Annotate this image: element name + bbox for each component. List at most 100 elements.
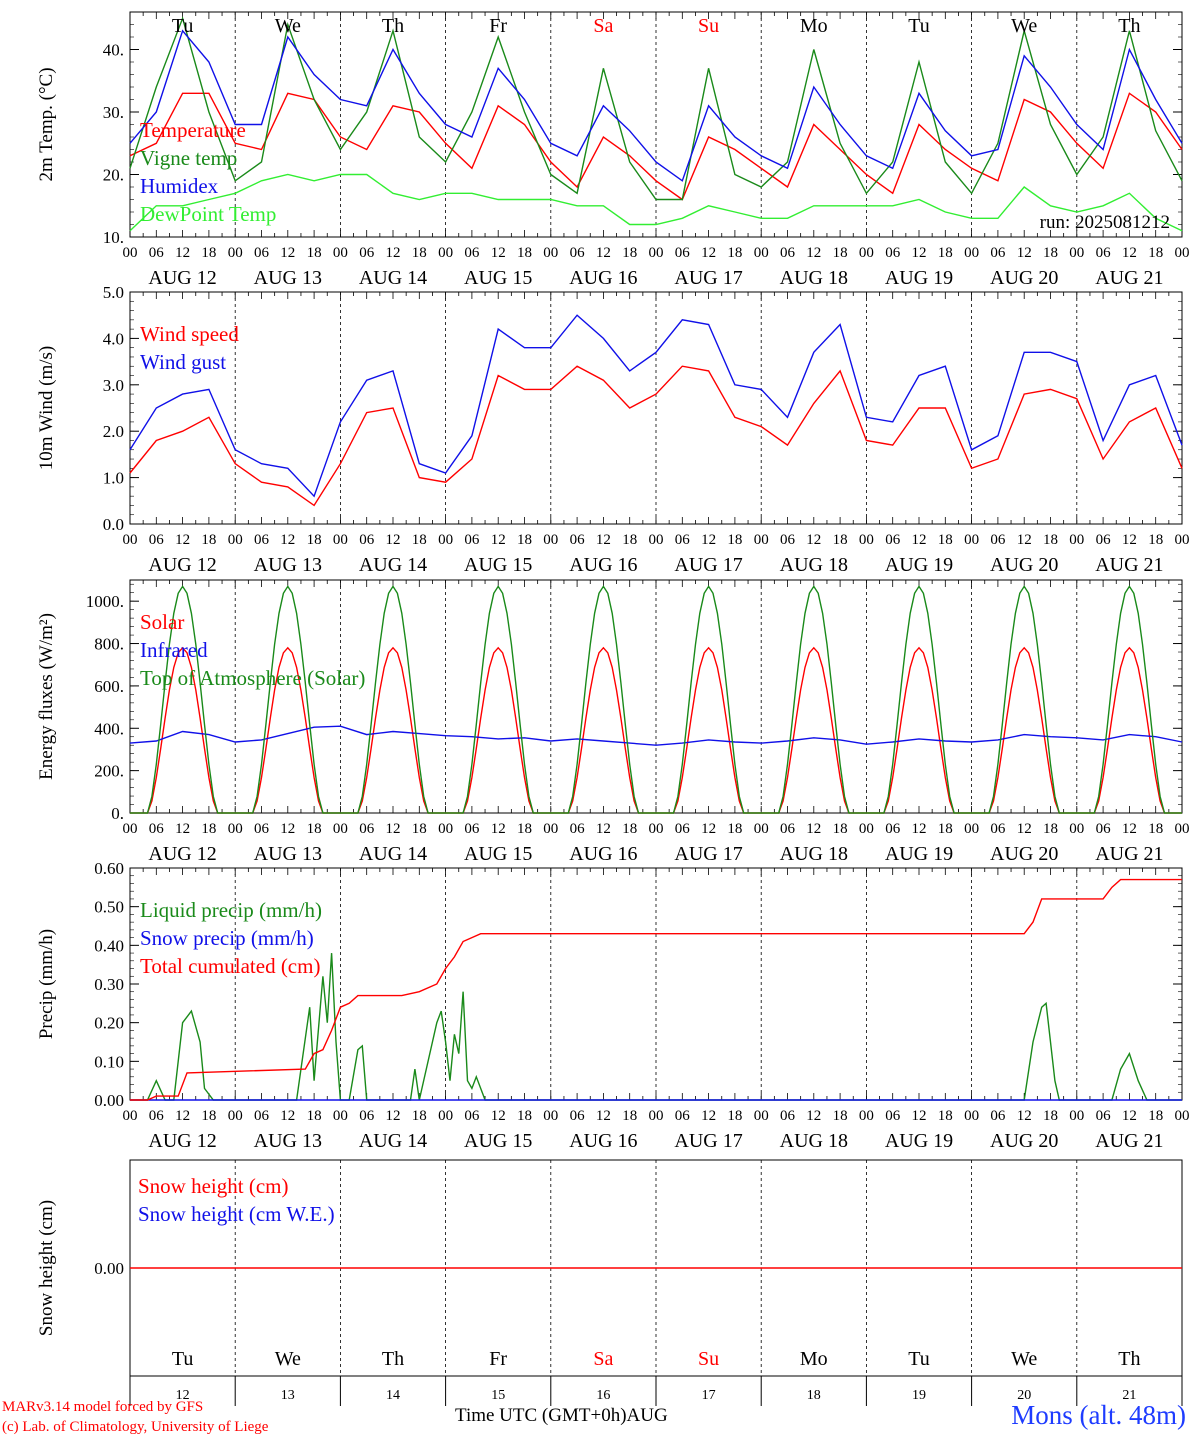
hour-tick-label: 18 [412,821,427,837]
y-tick-label: 1000. [86,592,124,611]
hour-tick-label: 18 [517,821,532,837]
hour-tick-label: 06 [570,1108,586,1124]
hour-tick-label: 18 [622,1108,637,1124]
date-label: AUG 13 [254,843,322,865]
hour-tick-label: 06 [464,821,480,837]
day-of-week-label: Fr [489,15,507,37]
hour-tick-label: 18 [622,532,637,548]
hour-tick-label: 06 [464,1108,480,1124]
hour-tick-label: 00 [1069,245,1084,261]
hour-tick-label: 18 [1043,821,1058,837]
day-of-week-label: Th [1118,1348,1140,1370]
day-number-label: 14 [386,1388,400,1403]
hour-tick-label: 00 [649,245,664,261]
y-tick-label: 40. [103,41,124,60]
hour-tick-label: 06 [885,532,901,548]
hour-tick-label: 00 [438,532,453,548]
series-line-total-cumulated-cm- [130,878,1182,1101]
hour-tick-label: 06 [1096,245,1112,261]
date-label: AUG 19 [885,1130,953,1152]
hour-tick-label: 06 [675,245,691,261]
hour-tick-label: 06 [149,245,165,261]
date-label: AUG 20 [990,1130,1058,1152]
y-tick-label: 3.0 [103,376,124,395]
hour-tick-label: 00 [228,821,243,837]
hour-tick-label: 00 [754,532,769,548]
hour-tick-label: 06 [254,532,270,548]
hour-tick-label: 00 [649,821,664,837]
hour-tick-label: 12 [280,821,295,837]
day-of-week-label: We [1011,15,1037,37]
hour-tick-label: 12 [701,1108,716,1124]
hour-tick-label: 12 [596,821,611,837]
date-label: AUG 14 [359,843,427,865]
legend-entry: Solar [140,610,184,634]
date-label: AUG 16 [569,267,637,289]
hour-tick-label: 12 [1122,821,1137,837]
y-tick-label: 1.0 [103,469,124,488]
series-line-temperature [129,92,1183,201]
legend-entry: Snow precip (mm/h) [140,926,314,950]
panel-2: 0.0 1.0 2.0 3.0 4.0 5.0 10m Wind (m/s) Wind spe… [36,283,1190,576]
date-label: AUG 13 [254,1130,322,1152]
hour-tick-label: 12 [175,821,190,837]
hour-tick-label: 00 [964,245,979,261]
hour-tick-label: 00 [1069,1108,1084,1124]
y-tick-label: 0.10 [94,1052,124,1071]
day-number-label: 19 [912,1388,926,1403]
hour-tick-label: 18 [517,532,532,548]
hour-tick-label: 00 [543,245,558,261]
hour-tick-label: 00 [438,245,453,261]
day-of-week-label: Tu [908,15,930,37]
hour-tick-label: 06 [570,532,586,548]
date-label: AUG 20 [990,554,1058,576]
hour-tick-label: 06 [675,532,691,548]
date-label: AUG 14 [359,267,427,289]
hour-tick-label: 00 [1175,1108,1190,1124]
hour-tick-label: 18 [938,1108,953,1124]
hour-tick-label: 06 [990,245,1006,261]
hour-tick-label: 12 [701,821,716,837]
date-label: AUG 16 [569,554,637,576]
date-label: AUG 18 [780,843,848,865]
hour-tick-label: 12 [806,1108,821,1124]
lab-credit: (c) Lab. of Climatology, University of L… [2,1419,269,1435]
hour-tick-label: 18 [1043,1108,1058,1124]
hour-tick-label: 00 [543,1108,558,1124]
model-credit: MARv3.14 model forced by GFS [2,1399,204,1415]
series-line-wind-gust [129,314,1183,498]
date-label: AUG 16 [569,843,637,865]
hour-tick-label: 12 [1122,245,1137,261]
hour-tick-label: 00 [1069,821,1084,837]
hour-tick-label: 00 [649,532,664,548]
y-axis-title: Energy fluxes (W/m²) [36,613,57,780]
legend-entry: Vigne temp [140,146,237,170]
hour-tick-label: 18 [1043,245,1058,261]
panel-1: 10. 20. 30. 40. 2m Temp. (°C) Temperature Vign… [36,11,1190,289]
hour-tick-label: 00 [543,532,558,548]
y-tick-label: 0.00 [94,1259,124,1278]
hour-tick-label: 12 [175,245,190,261]
date-label: AUG 17 [674,267,742,289]
y-tick-label: 0. [111,804,124,823]
date-label: AUG 15 [464,843,532,865]
series-line-dewpoint-temp [129,173,1183,232]
hour-tick-label: 00 [859,532,874,548]
hour-tick-label: 18 [938,245,953,261]
y-tick-label: 0.30 [94,975,124,994]
hour-tick-label: 06 [254,245,270,261]
series-line-wind-speed [129,365,1183,507]
hour-tick-label: 12 [491,245,506,261]
hour-tick-label: 12 [1017,821,1032,837]
hour-tick-label: 06 [780,245,796,261]
y-tick-label: 0.00 [94,1091,124,1110]
legend-entry: DewPoint Temp [140,202,276,226]
legend-entry: Snow height (cm W.E.) [138,1202,335,1226]
hour-tick-label: 12 [491,821,506,837]
hour-tick-label: 06 [885,1108,901,1124]
hour-tick-label: 12 [386,532,401,548]
hour-tick-label: 12 [806,821,821,837]
legend-entry: Temperature [140,118,246,142]
hour-tick-label: 12 [806,245,821,261]
hour-tick-label: 00 [1069,532,1084,548]
